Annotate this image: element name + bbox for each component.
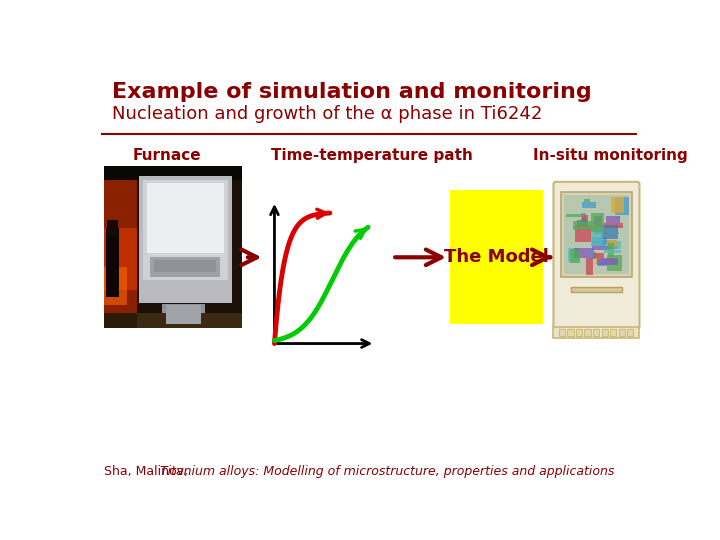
Text: Time-temperature path: Time-temperature path <box>271 148 472 163</box>
Bar <box>610 259 615 265</box>
FancyBboxPatch shape <box>554 182 639 329</box>
Bar <box>576 329 582 336</box>
Bar <box>571 287 621 292</box>
Bar <box>569 247 580 262</box>
Bar <box>600 225 618 239</box>
Bar <box>603 223 623 228</box>
Bar <box>592 241 609 249</box>
Bar <box>606 240 617 246</box>
Bar <box>597 258 618 265</box>
Bar <box>585 329 590 336</box>
Bar <box>577 220 588 226</box>
Bar <box>150 257 220 276</box>
Text: Example of simulation and monitoring: Example of simulation and monitoring <box>112 82 591 102</box>
Bar <box>106 228 120 298</box>
Bar <box>594 216 603 234</box>
Bar <box>143 180 228 280</box>
Text: Furnace: Furnace <box>132 148 202 163</box>
Text: In-situ monitoring: In-situ monitoring <box>534 148 688 163</box>
Bar <box>104 228 137 289</box>
Text: Nucleation and growth of the α phase in Ti6242: Nucleation and growth of the α phase in … <box>112 105 542 123</box>
Bar <box>574 248 594 258</box>
Bar <box>601 240 617 248</box>
Bar <box>598 259 607 266</box>
Bar <box>586 258 593 275</box>
Bar <box>575 225 591 242</box>
Bar <box>604 251 621 253</box>
Bar <box>162 303 204 327</box>
Bar <box>573 221 593 229</box>
Bar <box>554 327 639 338</box>
Bar <box>627 329 634 336</box>
Bar <box>564 195 629 274</box>
Bar <box>590 252 595 259</box>
Bar <box>561 192 631 278</box>
Bar <box>570 249 580 263</box>
Bar <box>593 329 599 336</box>
Bar <box>147 184 224 253</box>
Bar <box>104 313 242 328</box>
Bar <box>566 214 584 217</box>
Text: The Model: The Model <box>444 248 549 266</box>
Text: Titanium alloys: Modelling of microstructure, properties and applications: Titanium alloys: Modelling of microstruc… <box>160 465 614 478</box>
Bar <box>608 244 613 257</box>
Bar <box>166 305 201 325</box>
Bar <box>104 166 242 180</box>
Bar <box>591 227 603 246</box>
Bar <box>591 213 603 232</box>
Bar <box>104 166 242 328</box>
Bar <box>616 241 621 248</box>
Bar <box>559 329 565 336</box>
Bar <box>567 329 574 336</box>
Bar <box>451 190 544 325</box>
Bar <box>606 216 620 223</box>
Bar <box>601 329 608 336</box>
Bar <box>581 213 586 222</box>
Bar <box>104 267 127 305</box>
Bar <box>615 197 629 215</box>
Bar <box>582 215 588 225</box>
Bar <box>593 253 604 258</box>
Bar <box>104 180 137 328</box>
Bar <box>610 329 616 336</box>
Bar <box>137 313 242 328</box>
Bar <box>608 232 618 234</box>
Bar <box>592 237 607 244</box>
Bar <box>147 184 224 253</box>
Bar <box>607 255 622 271</box>
Text: Sha, Malinov,: Sha, Malinov, <box>104 465 192 478</box>
Bar <box>618 329 625 336</box>
Bar <box>582 201 595 208</box>
Bar <box>584 199 590 202</box>
Bar <box>107 220 118 236</box>
Bar <box>611 197 624 213</box>
Bar <box>595 253 600 264</box>
Bar <box>154 260 216 272</box>
Bar <box>139 176 232 303</box>
